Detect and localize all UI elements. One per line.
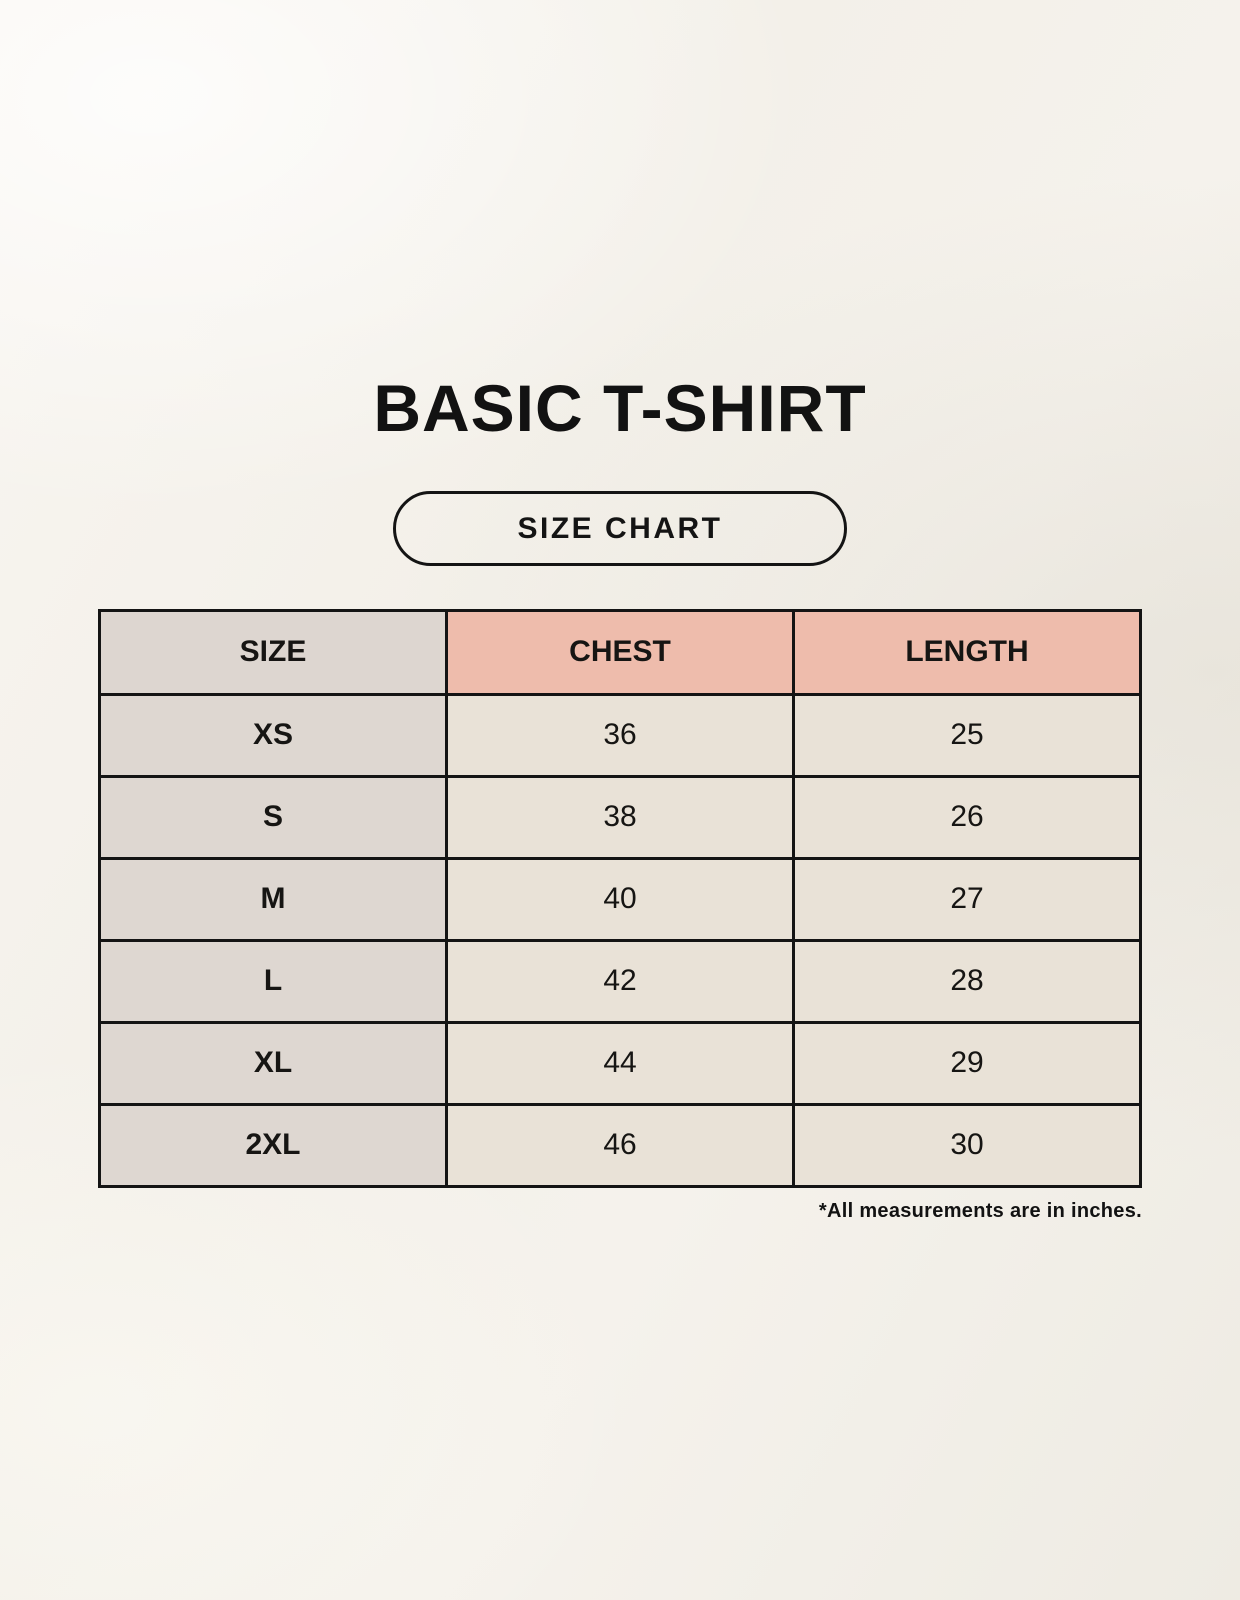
size-chart-page: BASIC T-SHIRT SIZE CHART SIZE CHEST LENG… (98, 371, 1142, 1222)
length-cell: 25 (792, 692, 1142, 778)
table-row: XS 36 25 (98, 692, 1142, 778)
size-cell: S (98, 774, 448, 860)
chest-cell: 46 (445, 1102, 795, 1188)
size-table-header: SIZE CHEST LENGTH (98, 608, 1142, 696)
header-chest: CHEST (445, 608, 795, 696)
table-header-row: SIZE CHEST LENGTH (98, 608, 1142, 696)
measurements-footnote: *All measurements are in inches. (818, 1199, 1142, 1222)
size-cell: M (98, 856, 448, 942)
chest-cell: 40 (445, 856, 795, 942)
length-cell: 30 (792, 1102, 1142, 1188)
length-cell: 29 (792, 1020, 1142, 1106)
chest-cell: 44 (445, 1020, 795, 1106)
length-cell: 28 (792, 938, 1142, 1024)
header-length: LENGTH (792, 608, 1142, 696)
table-row: M 40 27 (98, 856, 1142, 942)
length-cell: 27 (792, 856, 1142, 942)
size-table-body: XS 36 25 S 38 26 M 40 27 L 42 28 (98, 692, 1142, 1188)
chest-cell: 36 (445, 692, 795, 778)
size-cell: XL (98, 1020, 448, 1106)
table-row: S 38 26 (98, 774, 1142, 860)
length-cell: 26 (792, 774, 1142, 860)
chest-cell: 42 (445, 938, 795, 1024)
size-cell: XS (98, 692, 448, 778)
table-row: XL 44 29 (98, 1020, 1142, 1106)
size-table: SIZE CHEST LENGTH XS 36 25 S 38 26 M (98, 608, 1142, 1188)
size-table-container: SIZE CHEST LENGTH XS 36 25 S 38 26 M (98, 608, 1142, 1188)
chest-cell: 38 (445, 774, 795, 860)
size-cell: 2XL (98, 1102, 448, 1188)
table-row: L 42 28 (98, 938, 1142, 1024)
header-size: SIZE (98, 608, 448, 696)
table-row: 2XL 46 30 (98, 1102, 1142, 1188)
page-title: BASIC T-SHIRT (373, 371, 867, 445)
size-cell: L (98, 938, 448, 1024)
size-chart-button[interactable]: SIZE CHART (393, 490, 847, 566)
